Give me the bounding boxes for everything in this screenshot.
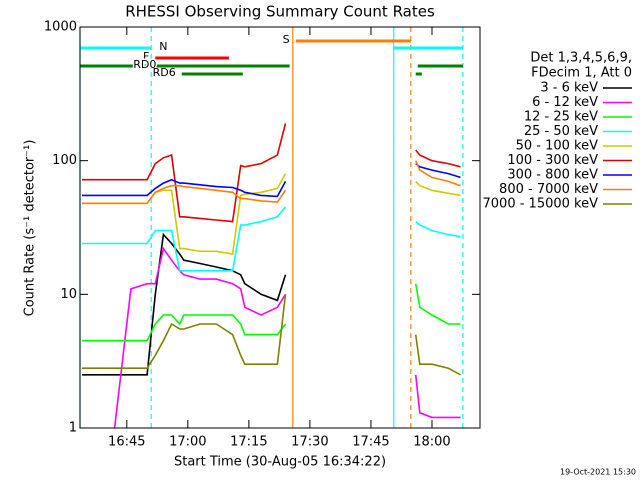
legend-label: 25 - 50 keV xyxy=(524,124,598,139)
y-axis-label: Count Rate (s⁻¹ detector⁻¹) xyxy=(23,140,38,317)
plot-frame xyxy=(79,26,481,429)
y-tick-label: 100 xyxy=(52,153,77,168)
x-tick-label: 16:45 xyxy=(108,435,145,450)
series-line xyxy=(82,160,461,205)
x-axis-label: Start Time (30-Aug-05 16:34:22) xyxy=(174,455,386,470)
x-tick-label: 17:15 xyxy=(230,435,267,450)
series-line xyxy=(82,232,287,376)
annotation-label: RD0 xyxy=(133,58,156,71)
annotation-label: RD6 xyxy=(153,66,176,79)
x-tick-label: 17:00 xyxy=(169,435,206,450)
annotation-label: F xyxy=(143,50,149,63)
legend-label: 6 - 12 keV xyxy=(532,95,598,110)
legend-label: 50 - 100 keV xyxy=(516,139,599,154)
legend-label: 800 - 7000 keV xyxy=(499,182,598,197)
series-line xyxy=(113,246,461,429)
legend-label: 300 - 800 keV xyxy=(507,168,598,183)
chart-title: RHESSI Observing Summary Count Rates xyxy=(125,3,435,21)
legend-label: 12 - 25 keV xyxy=(524,110,598,125)
legend-label: 3 - 6 keV xyxy=(540,81,598,96)
legend-label: 7000 - 15000 keV xyxy=(483,197,599,212)
annotation-label: N xyxy=(159,40,167,53)
footer: 19-Oct-2021 15:30 xyxy=(560,468,636,477)
legend-header: FDecim 1, Att 0 xyxy=(531,66,632,81)
y-tick-label: 10 xyxy=(60,287,77,302)
x-tick-label: 17:30 xyxy=(291,435,328,450)
legend-label: 100 - 300 keV xyxy=(507,153,598,168)
x-tick-label: 17:45 xyxy=(352,435,389,450)
annotation-label: S xyxy=(283,33,290,46)
legend-header: Det 1,3,4,5,6,9, xyxy=(530,51,632,66)
series-line xyxy=(82,294,461,376)
y-tick-label: 1000 xyxy=(44,20,77,35)
series-line xyxy=(82,123,461,223)
series-line xyxy=(82,206,461,272)
y-tick-label: 1 xyxy=(69,421,77,436)
series-line xyxy=(82,283,461,342)
x-tick-label: 18:00 xyxy=(413,435,450,450)
